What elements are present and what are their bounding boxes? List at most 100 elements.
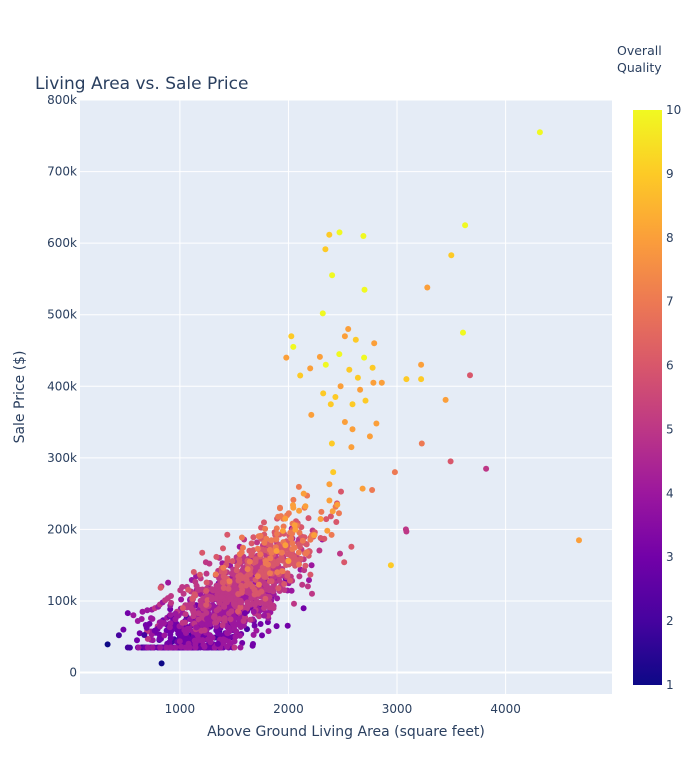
colorbar-tick-label: 6 <box>666 359 674 373</box>
data-point <box>186 626 193 633</box>
data-point <box>253 627 260 634</box>
data-point <box>321 535 328 542</box>
data-point <box>229 558 236 565</box>
data-point <box>126 644 133 651</box>
data-point <box>287 529 294 536</box>
data-point <box>391 469 398 476</box>
data-point <box>424 284 431 291</box>
data-point <box>287 535 294 542</box>
data-point <box>198 620 205 627</box>
data-point <box>483 465 490 472</box>
data-point <box>300 605 307 612</box>
data-point <box>199 637 206 644</box>
data-point <box>144 635 151 642</box>
data-point <box>277 505 283 512</box>
data-point <box>263 535 270 542</box>
data-point <box>256 613 263 620</box>
x-tick-label: 4000 <box>490 702 521 716</box>
data-point <box>225 585 232 592</box>
y-axis-ticks: 0 100k 200k 300k 400k 500k 600k 700k 800k <box>47 93 77 680</box>
data-point <box>237 604 244 611</box>
data-point <box>190 613 197 620</box>
data-point <box>318 508 325 515</box>
data-point <box>213 607 220 614</box>
data-point <box>349 401 356 408</box>
y-tick-label: 400k <box>47 379 77 393</box>
data-point <box>172 616 179 623</box>
data-point <box>326 231 333 238</box>
x-axis-ticks: 1000 2000 3000 4000 <box>165 702 521 716</box>
data-point <box>199 549 206 556</box>
data-points <box>104 129 582 667</box>
data-point <box>352 336 359 343</box>
y-tick-label: 500k <box>47 308 77 322</box>
data-point <box>267 586 274 593</box>
data-point <box>403 528 410 535</box>
data-point <box>302 503 309 510</box>
data-point <box>322 361 329 368</box>
data-point <box>204 615 210 622</box>
data-point <box>328 531 335 538</box>
data-point <box>337 550 343 557</box>
data-point <box>249 549 255 556</box>
data-point <box>316 353 323 360</box>
data-point <box>268 549 275 556</box>
data-point <box>348 444 355 451</box>
data-point <box>296 543 303 550</box>
data-point <box>253 598 260 605</box>
data-point <box>266 578 273 585</box>
data-point <box>232 633 239 640</box>
data-point <box>307 365 314 372</box>
colorbar-tick-label: 5 <box>666 422 674 436</box>
colorbar-tick-label: 9 <box>666 167 674 181</box>
data-point <box>345 326 352 332</box>
data-point <box>196 586 203 593</box>
data-point <box>317 516 324 522</box>
data-point <box>267 555 274 562</box>
data-point <box>467 372 473 379</box>
data-point <box>115 632 122 639</box>
data-point <box>378 379 385 386</box>
data-point <box>178 596 185 603</box>
data-point <box>178 631 184 638</box>
data-point <box>265 628 272 635</box>
data-point <box>243 582 250 589</box>
data-point <box>124 610 131 617</box>
data-point <box>157 644 164 651</box>
data-point <box>240 544 246 551</box>
data-point <box>359 485 366 492</box>
data-point <box>336 351 343 358</box>
data-point <box>319 310 326 317</box>
data-point <box>250 534 257 541</box>
y-tick-label: 200k <box>47 522 77 536</box>
data-point <box>284 570 291 577</box>
data-point <box>213 553 220 560</box>
data-point <box>231 638 238 645</box>
colorbar-gradient <box>633 110 662 685</box>
data-point <box>209 596 215 603</box>
data-point <box>307 571 314 578</box>
data-point <box>179 605 186 611</box>
data-point <box>203 601 210 608</box>
data-point <box>273 623 280 630</box>
data-point <box>303 541 310 548</box>
data-point <box>290 496 297 503</box>
data-point <box>302 562 309 569</box>
data-point <box>236 551 243 558</box>
data-point <box>360 233 367 239</box>
data-point <box>281 581 288 587</box>
data-point <box>262 558 269 564</box>
x-tick-label: 3000 <box>382 702 413 716</box>
data-point <box>167 644 174 651</box>
data-point <box>280 523 287 530</box>
colorbar-tick-label: 8 <box>666 231 674 245</box>
data-point <box>290 502 296 509</box>
data-point <box>361 286 368 293</box>
data-point <box>238 589 245 596</box>
data-point <box>247 616 254 623</box>
data-point <box>208 586 215 593</box>
data-point <box>291 600 297 607</box>
data-point <box>369 487 376 493</box>
data-point <box>250 608 257 615</box>
data-point <box>229 570 236 577</box>
